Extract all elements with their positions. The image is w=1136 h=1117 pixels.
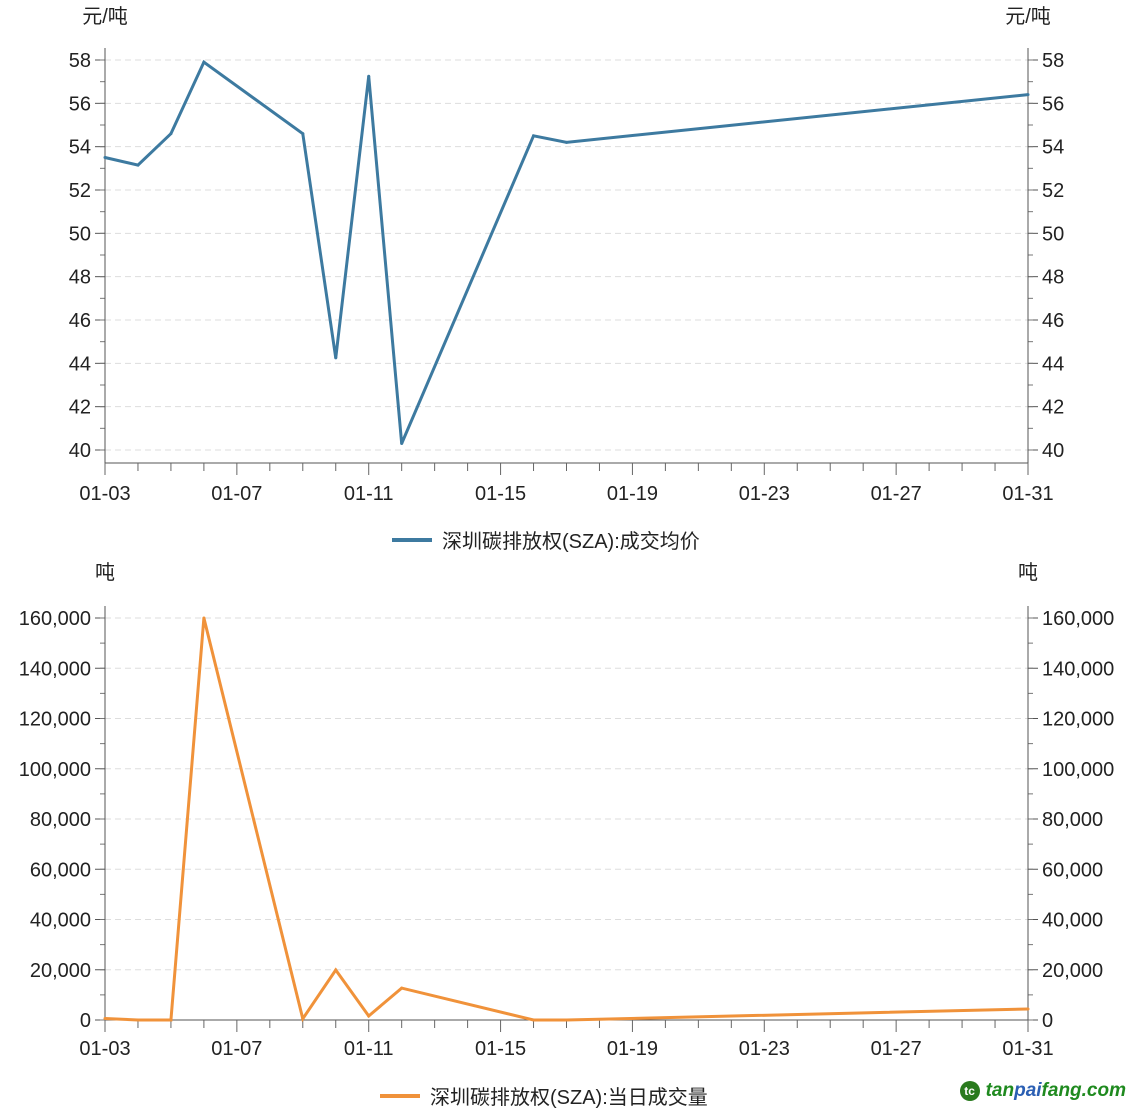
y-tick-label-right: 42 <box>1042 397 1064 419</box>
data-point <box>301 132 305 136</box>
y-unit-left: 吨 <box>95 561 115 584</box>
x-tick-label: 01-31 <box>1002 483 1053 505</box>
y-tick-label-left: 0 <box>80 1010 91 1032</box>
data-point <box>202 616 206 620</box>
watermark-part2: pai <box>1014 1080 1042 1101</box>
x-tick-label: 01-27 <box>871 1038 922 1060</box>
watermark-part3: fang.com <box>1041 1080 1126 1101</box>
y-tick-label-left: 20,000 <box>30 960 91 982</box>
series-line <box>104 59 1029 445</box>
y-tick-label-right: 54 <box>1042 137 1064 159</box>
y-tick-label-left: 54 <box>69 137 91 159</box>
y-tick-label-right: 48 <box>1042 267 1064 289</box>
data-point <box>1026 93 1030 97</box>
x-tick-label: 01-19 <box>607 483 658 505</box>
data-point <box>334 356 338 360</box>
y-unit-right: 吨 <box>1018 561 1038 584</box>
x-tick-label: 01-11 <box>344 483 394 505</box>
data-point <box>136 1018 140 1022</box>
y-tick-label-left: 44 <box>69 353 91 375</box>
data-point <box>334 968 338 972</box>
y-tick-label-left: 56 <box>69 93 91 115</box>
data-point <box>565 1018 568 1022</box>
y-tick-label-left: 40 <box>69 440 91 462</box>
data-point <box>367 74 371 78</box>
y-tick-label-right: 40,000 <box>1042 910 1103 932</box>
y-tick-label-left: 58 <box>69 50 91 72</box>
y-tick-label-left: 160,000 <box>19 608 91 630</box>
x-tick-label: 01-23 <box>739 483 790 505</box>
y-tick-label-left: 40,000 <box>30 910 91 932</box>
data-point <box>103 156 107 159</box>
y-tick-label-right: 80,000 <box>1042 809 1103 831</box>
y-tick-label-left: 140,000 <box>19 658 91 680</box>
y-tick-label-left: 120,000 <box>19 709 91 731</box>
x-tick-label: 01-03 <box>79 1038 130 1060</box>
data-point <box>367 1014 371 1018</box>
y-tick-label-right: 46 <box>1042 310 1064 332</box>
x-tick-label: 01-07 <box>211 1038 262 1060</box>
watermark: tc tanpaifang.com <box>959 1080 1126 1102</box>
y-tick-label-right: 50 <box>1042 223 1064 245</box>
legend-label: 深圳碳排放权(SZA):成交均价 <box>442 530 700 553</box>
y-tick-label-right: 56 <box>1042 93 1064 115</box>
x-tick-label: 01-23 <box>739 1038 790 1060</box>
y-tick-label-left: 42 <box>69 397 91 419</box>
x-tick-label: 01-15 <box>475 483 526 505</box>
y-tick-label-right: 100,000 <box>1042 759 1114 781</box>
data-point <box>1026 1007 1030 1011</box>
x-tick-label: 01-31 <box>1002 1038 1053 1060</box>
y-tick-label-left: 46 <box>69 310 91 332</box>
y-tick-label-right: 60,000 <box>1042 859 1103 881</box>
x-tick-label: 01-27 <box>871 483 922 505</box>
y-tick-label-right: 140,000 <box>1042 658 1114 680</box>
y-tick-label-left: 50 <box>69 223 91 245</box>
y-unit-left: 元/吨 <box>82 5 128 28</box>
data-point <box>202 60 206 64</box>
data-point <box>169 132 173 136</box>
data-point <box>169 1018 173 1022</box>
x-tick-label: 01-15 <box>475 1038 526 1060</box>
data-point <box>400 986 404 990</box>
y-tick-label-right: 160,000 <box>1042 608 1114 630</box>
x-tick-label: 01-11 <box>344 1038 394 1060</box>
y-tick-label-left: 60,000 <box>30 859 91 881</box>
y-tick-label-left: 100,000 <box>19 759 91 781</box>
watermark-logo-icon: tc <box>959 1081 980 1101</box>
data-point <box>400 442 404 445</box>
y-tick-label-right: 0 <box>1042 1010 1053 1032</box>
y-tick-label-left: 80,000 <box>30 809 91 831</box>
legend-label: 深圳碳排放权(SZA):当日成交量 <box>430 1086 708 1109</box>
y-tick-label-right: 120,000 <box>1042 709 1114 731</box>
data-point <box>532 134 536 138</box>
x-tick-label: 01-03 <box>79 483 130 505</box>
x-tick-label: 01-19 <box>607 1038 658 1060</box>
y-unit-right: 元/吨 <box>1005 5 1051 28</box>
y-tick-label-right: 44 <box>1042 353 1064 375</box>
y-tick-label-right: 58 <box>1042 50 1064 72</box>
y-tick-label-right: 52 <box>1042 180 1064 202</box>
y-tick-label-left: 52 <box>69 180 91 202</box>
data-point <box>136 163 140 167</box>
y-tick-label-right: 40 <box>1042 440 1064 462</box>
y-tick-label-left: 48 <box>69 267 91 289</box>
x-tick-label: 01-07 <box>211 483 262 505</box>
data-point <box>301 1017 305 1021</box>
watermark-part1: tan <box>985 1080 1015 1101</box>
data-point <box>565 140 568 144</box>
data-point <box>103 1016 107 1020</box>
data-point <box>532 1018 536 1022</box>
y-tick-label-right: 20,000 <box>1042 960 1103 982</box>
